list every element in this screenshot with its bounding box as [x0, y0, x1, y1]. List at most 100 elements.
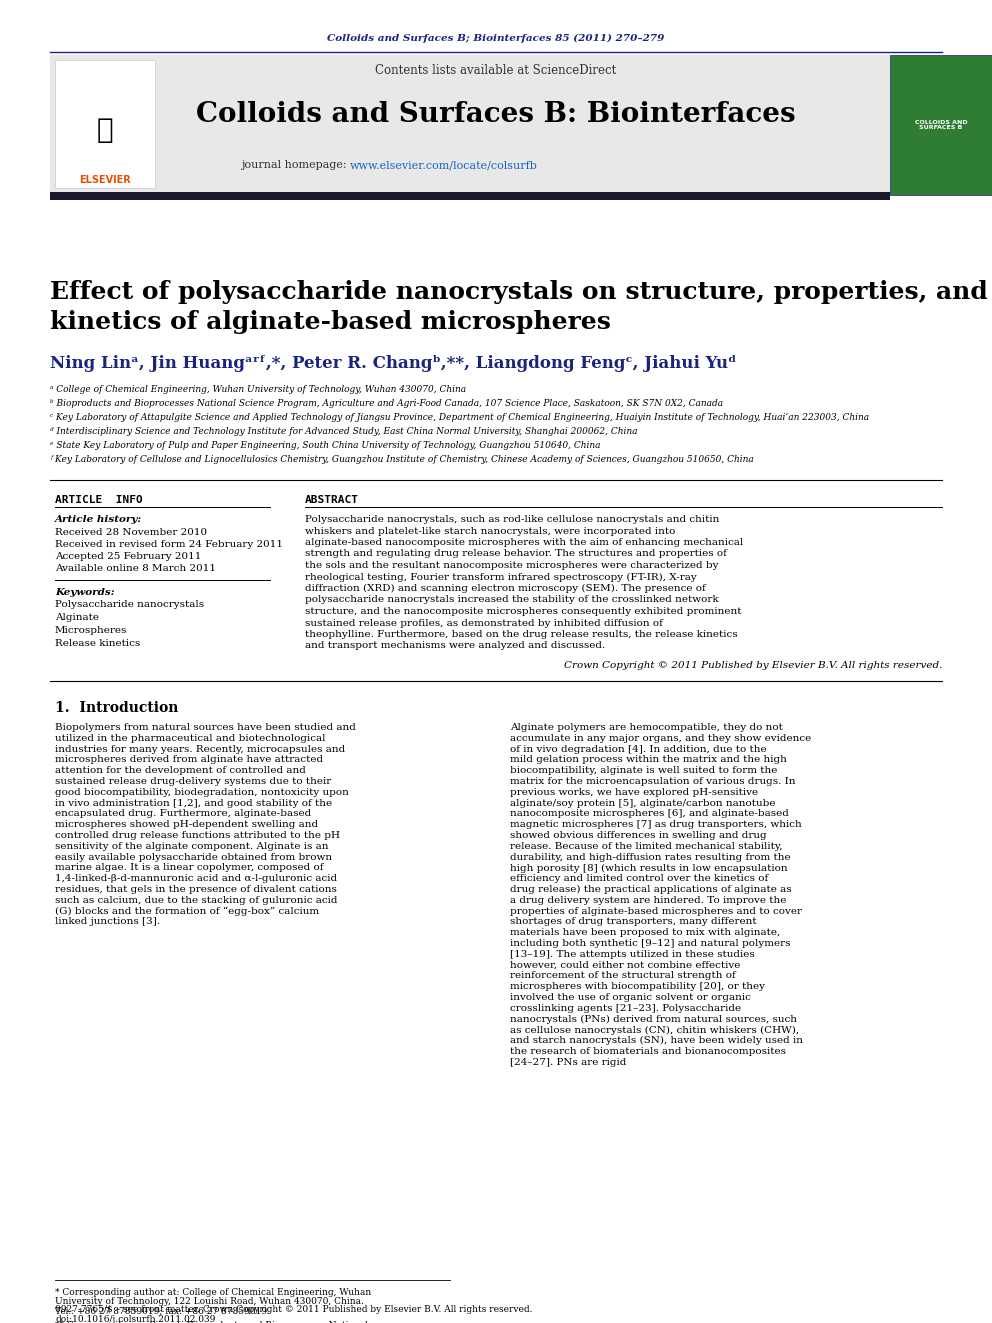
Text: nanocrystals (PNs) derived from natural sources, such: nanocrystals (PNs) derived from natural …	[510, 1015, 797, 1024]
Text: in vivo administration [1,2], and good stability of the: in vivo administration [1,2], and good s…	[55, 799, 332, 807]
Text: Received 28 November 2010: Received 28 November 2010	[55, 528, 207, 537]
Text: involved the use of organic solvent or organic: involved the use of organic solvent or o…	[510, 994, 751, 1002]
Text: shortages of drug transporters, many different: shortages of drug transporters, many dif…	[510, 917, 757, 926]
Text: 0927-7765/$ – see front matter. Crown Copyright © 2011 Published by Elsevier B.V: 0927-7765/$ – see front matter. Crown Co…	[55, 1304, 533, 1314]
Text: [24–27]. PNs are rigid: [24–27]. PNs are rigid	[510, 1058, 626, 1066]
Text: Biopolymers from natural sources have been studied and: Biopolymers from natural sources have be…	[55, 722, 356, 732]
Bar	[890, 56, 992, 194]
Text: ᶜ Key Laboratory of Attapulgite Science and Applied Technology of Jiangsu Provin: ᶜ Key Laboratory of Attapulgite Science …	[50, 413, 869, 422]
Text: Ning Linᵃ, Jin Huangᵃʳᶠ,*, Peter R. Changᵇ,**, Liangdong Fengᶜ, Jiahui Yuᵈ: Ning Linᵃ, Jin Huangᵃʳᶠ,*, Peter R. Chan…	[50, 355, 736, 372]
Text: reinforcement of the structural strength of: reinforcement of the structural strength…	[510, 971, 736, 980]
Text: marine algae. It is a linear copolymer, composed of: marine algae. It is a linear copolymer, …	[55, 864, 323, 872]
Text: properties of alginate-based microspheres and to cover: properties of alginate-based microsphere…	[510, 906, 802, 916]
Text: alginate-based nanocomposite microspheres with the aim of enhancing mechanical: alginate-based nanocomposite microsphere…	[305, 538, 743, 546]
Text: ᵇ Bioproducts and Bioprocesses National Science Program, Agriculture and Agri-Fo: ᵇ Bioproducts and Bioprocesses National …	[50, 400, 723, 407]
Text: Received in revised form 24 February 2011: Received in revised form 24 February 201…	[55, 540, 283, 549]
Text: microspheres with biocompatibility [20], or they: microspheres with biocompatibility [20],…	[510, 982, 765, 991]
Text: (G) blocks and the formation of “egg-box” calcium: (G) blocks and the formation of “egg-box…	[55, 906, 319, 916]
Text: polysaccharide nanocrystals increased the stability of the crosslinked network: polysaccharide nanocrystals increased th…	[305, 595, 718, 605]
Text: Alginate polymers are hemocompatible, they do not: Alginate polymers are hemocompatible, th…	[510, 722, 783, 732]
Text: Keywords:: Keywords:	[55, 587, 115, 597]
Text: microspheres showed pH-dependent swelling and: microspheres showed pH-dependent swellin…	[55, 820, 318, 830]
Text: rheological testing, Fourier transform infrared spectroscopy (FT-IR), X-ray: rheological testing, Fourier transform i…	[305, 573, 696, 582]
Text: sustained release drug-delivery systems due to their: sustained release drug-delivery systems …	[55, 777, 331, 786]
Text: ** Corresponding author at: Bioproducts and Bioprocesses National: ** Corresponding author at: Bioproducts …	[55, 1320, 368, 1323]
Text: and starch nanocrystals (SN), have been widely used in: and starch nanocrystals (SN), have been …	[510, 1036, 803, 1045]
Text: however, could either not combine effective: however, could either not combine effect…	[510, 960, 740, 970]
Text: biocompatibility, alginate is well suited to form the: biocompatibility, alginate is well suite…	[510, 766, 778, 775]
Text: utilized in the pharmaceutical and biotechnological: utilized in the pharmaceutical and biote…	[55, 734, 325, 742]
Text: Crown Copyright © 2011 Published by Elsevier B.V. All rights reserved.: Crown Copyright © 2011 Published by Else…	[563, 662, 942, 669]
Text: as cellulose nanocrystals (CN), chitin whiskers (CHW),: as cellulose nanocrystals (CN), chitin w…	[510, 1025, 800, 1035]
Text: ᵉ State Key Laboratory of Pulp and Paper Engineering, South China University of : ᵉ State Key Laboratory of Pulp and Paper…	[50, 441, 600, 450]
Text: encapsulated drug. Furthermore, alginate-based: encapsulated drug. Furthermore, alginate…	[55, 810, 311, 819]
Text: of in vivo degradation [4]. In addition, due to the: of in vivo degradation [4]. In addition,…	[510, 745, 767, 754]
Text: efficiency and limited control over the kinetics of: efficiency and limited control over the …	[510, 875, 768, 884]
Text: Release kinetics: Release kinetics	[55, 639, 140, 648]
Text: accumulate in any major organs, and they show evidence: accumulate in any major organs, and they…	[510, 734, 811, 742]
Text: Polysaccharide nanocrystals: Polysaccharide nanocrystals	[55, 601, 204, 609]
Text: previous works, we have explored pH-sensitive: previous works, we have explored pH-sens…	[510, 787, 758, 796]
Text: showed obvious differences in swelling and drug: showed obvious differences in swelling a…	[510, 831, 767, 840]
Text: a drug delivery system are hindered. To improve the: a drug delivery system are hindered. To …	[510, 896, 787, 905]
Text: journal homepage:: journal homepage:	[241, 160, 350, 169]
Bar	[50, 56, 890, 194]
Text: such as calcium, due to the stacking of guluronic acid: such as calcium, due to the stacking of …	[55, 896, 337, 905]
Text: Alginate: Alginate	[55, 613, 99, 622]
Text: whiskers and platelet-like starch nanocrystals, were incorporated into: whiskers and platelet-like starch nanocr…	[305, 527, 676, 536]
Text: Available online 8 March 2011: Available online 8 March 2011	[55, 564, 216, 573]
Text: [13–19]. The attempts utilized in these studies: [13–19]. The attempts utilized in these …	[510, 950, 755, 959]
Text: * Corresponding author at: College of Chemical Engineering, Wuhan: * Corresponding author at: College of Ch…	[55, 1289, 371, 1297]
Text: easily available polysaccharide obtained from brown: easily available polysaccharide obtained…	[55, 852, 332, 861]
Text: Colloids and Surfaces B: Biointerfaces: Colloids and Surfaces B: Biointerfaces	[196, 102, 796, 128]
Text: attention for the development of controlled and: attention for the development of control…	[55, 766, 306, 775]
Text: the sols and the resultant nanocomposite microspheres were characterized by: the sols and the resultant nanocomposite…	[305, 561, 718, 570]
Text: linked junctions [3].: linked junctions [3].	[55, 917, 160, 926]
Text: strength and regulating drug release behavior. The structures and properties of: strength and regulating drug release beh…	[305, 549, 727, 558]
Bar	[55, 60, 155, 188]
Text: including both synthetic [9–12] and natural polymers: including both synthetic [9–12] and natu…	[510, 939, 791, 949]
Text: www.elsevier.com/locate/colsurfb: www.elsevier.com/locate/colsurfb	[350, 160, 538, 169]
Text: controlled drug release functions attributed to the pH: controlled drug release functions attrib…	[55, 831, 340, 840]
Text: COLLOIDS AND
SURFACES B: COLLOIDS AND SURFACES B	[915, 119, 967, 131]
Text: crosslinking agents [21–23]. Polysaccharide: crosslinking agents [21–23]. Polysacchar…	[510, 1004, 741, 1013]
Text: doi:10.1016/j.colsurfb.2011.02.039: doi:10.1016/j.colsurfb.2011.02.039	[55, 1315, 215, 1323]
Text: materials have been proposed to mix with alginate,: materials have been proposed to mix with…	[510, 929, 781, 937]
Text: Contents lists available at ScienceDirect: Contents lists available at ScienceDirec…	[375, 64, 617, 77]
Text: theophylline. Furthermore, based on the drug release results, the release kineti: theophylline. Furthermore, based on the …	[305, 630, 738, 639]
Text: high porosity [8] (which results in low encapsulation: high porosity [8] (which results in low …	[510, 864, 788, 873]
Text: alginate/soy protein [5], alginate/carbon nanotube: alginate/soy protein [5], alginate/carbo…	[510, 799, 776, 807]
Text: ELSEVIER: ELSEVIER	[79, 175, 131, 185]
Text: structure, and the nanocomposite microspheres consequently exhibited prominent: structure, and the nanocomposite microsp…	[305, 607, 741, 617]
Text: Effect of polysaccharide nanocrystals on structure, properties, and drug release: Effect of polysaccharide nanocrystals on…	[50, 280, 992, 333]
Text: ABSTRACT: ABSTRACT	[305, 495, 359, 505]
Text: drug release) the practical applications of alginate as: drug release) the practical applications…	[510, 885, 792, 894]
Text: magnetic microspheres [7] as drug transporters, which: magnetic microspheres [7] as drug transp…	[510, 820, 802, 830]
Text: and transport mechanisms were analyzed and discussed.: and transport mechanisms were analyzed a…	[305, 642, 605, 651]
Text: release. Because of the limited mechanical stability,: release. Because of the limited mechanic…	[510, 841, 783, 851]
Text: ᵃ College of Chemical Engineering, Wuhan University of Technology, Wuhan 430070,: ᵃ College of Chemical Engineering, Wuhan…	[50, 385, 466, 394]
Text: Colloids and Surfaces B; Biointerfaces 85 (2011) 270–279: Colloids and Surfaces B; Biointerfaces 8…	[327, 33, 665, 42]
Text: University of Technology, 122 Louishi Road, Wuhan 430070, China.: University of Technology, 122 Louishi Ro…	[55, 1297, 364, 1306]
Text: ARTICLE  INFO: ARTICLE INFO	[55, 495, 143, 505]
Text: nanocomposite microspheres [6], and alginate-based: nanocomposite microspheres [6], and algi…	[510, 810, 789, 819]
Text: residues, that gels in the presence of divalent cations: residues, that gels in the presence of d…	[55, 885, 337, 894]
Text: sensitivity of the alginate component. Alginate is an: sensitivity of the alginate component. A…	[55, 841, 328, 851]
Text: ᶠ Key Laboratory of Cellulose and Lignocellulosics Chemistry, Guangzhou Institut: ᶠ Key Laboratory of Cellulose and Lignoc…	[50, 455, 754, 464]
Text: industries for many years. Recently, microcapsules and: industries for many years. Recently, mic…	[55, 745, 345, 754]
Text: sustained release profiles, as demonstrated by inhibited diffusion of: sustained release profiles, as demonstra…	[305, 618, 663, 627]
Text: Tel.: +86 27 87859019; fax: +86 27 87859019.: Tel.: +86 27 87859019; fax: +86 27 87859…	[55, 1306, 270, 1315]
Text: microspheres derived from alginate have attracted: microspheres derived from alginate have …	[55, 755, 323, 765]
Text: Microspheres: Microspheres	[55, 626, 127, 635]
Text: 🌳: 🌳	[96, 116, 113, 144]
Text: mild gelation process within the matrix and the high: mild gelation process within the matrix …	[510, 755, 787, 765]
Text: Accepted 25 February 2011: Accepted 25 February 2011	[55, 552, 201, 561]
Text: durability, and high-diffusion rates resulting from the: durability, and high-diffusion rates res…	[510, 852, 791, 861]
Text: ᵈ Interdisciplinary Science and Technology Institute for Advanced Study, East Ch: ᵈ Interdisciplinary Science and Technolo…	[50, 427, 638, 437]
Text: the research of biomaterials and bionanocomposites: the research of biomaterials and bionano…	[510, 1046, 786, 1056]
Text: 1,4-linked-β-d-mannuronic acid and α-l-guluronic acid: 1,4-linked-β-d-mannuronic acid and α-l-g…	[55, 875, 337, 884]
Text: 1.  Introduction: 1. Introduction	[55, 701, 179, 714]
Text: diffraction (XRD) and scanning electron microscopy (SEM). The presence of: diffraction (XRD) and scanning electron …	[305, 583, 705, 593]
Text: Article history:: Article history:	[55, 515, 142, 524]
Bar	[50, 192, 890, 200]
